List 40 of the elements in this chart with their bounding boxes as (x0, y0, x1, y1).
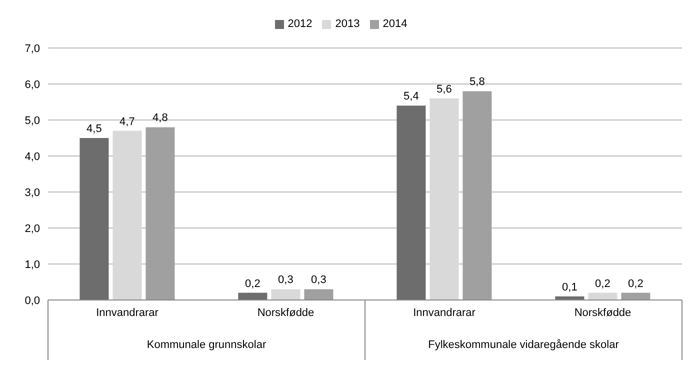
data-label: 4,5 (86, 123, 102, 135)
data-label: 5,4 (404, 90, 419, 103)
legend-label: 2013 (335, 18, 360, 30)
y-tick-label: 0,0 (24, 294, 40, 307)
data-label: 0,2 (245, 278, 260, 290)
x-tick-label: Innvandrarar (413, 306, 476, 319)
legend-label: 2014 (382, 18, 408, 30)
y-tick-label: 4,0 (24, 150, 40, 163)
data-label: 0,2 (595, 278, 610, 290)
bar (430, 98, 459, 300)
data-label: 4,8 (152, 112, 168, 124)
y-tick-label: 6,0 (24, 78, 40, 91)
y-tick-label: 1,0 (24, 258, 40, 271)
data-label: 0,1 (562, 281, 578, 294)
bar (588, 292, 618, 300)
bar (112, 130, 142, 300)
data-label: 5,8 (470, 76, 485, 88)
bar (271, 289, 300, 300)
bar (462, 91, 492, 300)
bar (238, 292, 268, 300)
data-label: 5,6 (436, 83, 452, 96)
y-tick-label: 2,0 (24, 222, 40, 235)
text: Kommunale grunnskolar (146, 339, 266, 351)
bar (146, 127, 175, 300)
legend-label: 2012 (288, 18, 312, 30)
bar (80, 138, 109, 300)
bar (621, 292, 650, 300)
text: Fylkeskommunale vidaregående skolar (428, 339, 620, 351)
x-tick-label: Innvandrarar (96, 306, 159, 319)
data-label: 0,3 (311, 274, 326, 286)
bar (304, 289, 334, 300)
x-tick-label: Norskfødde (574, 306, 632, 319)
bar (396, 106, 426, 300)
data-label: 0,2 (628, 278, 644, 290)
y-tick-label: 3,0 (24, 186, 40, 199)
y-tick-label: 7,0 (24, 42, 40, 55)
data-label: 0,3 (278, 274, 294, 286)
y-tick-label: 5,0 (24, 114, 40, 127)
data-label: 4,7 (120, 116, 135, 128)
x-tick-label: Norskfødde (257, 306, 314, 319)
